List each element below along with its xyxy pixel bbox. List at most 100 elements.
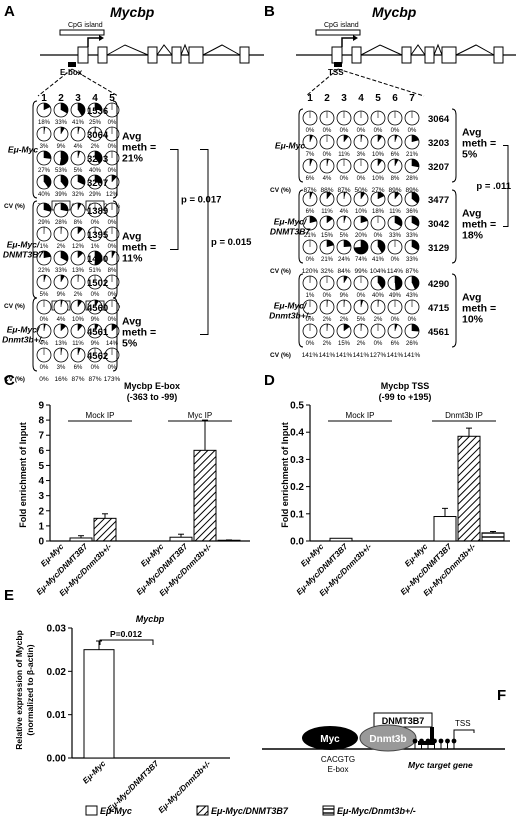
y-tick-label: 9 xyxy=(38,401,44,412)
avg-meth-label: Avg xyxy=(122,131,141,143)
cpg-percent: 6% xyxy=(306,176,315,182)
cpg-percent: 5% xyxy=(74,168,83,174)
cpg-pie xyxy=(87,226,103,242)
cpg-pie-fill xyxy=(44,103,51,110)
cpg-pie-fill xyxy=(61,347,63,355)
cpg-pie xyxy=(53,250,69,266)
cpg-percent: 3% xyxy=(57,365,66,371)
cv-label: CV (%) xyxy=(270,352,291,359)
cpg-column-number: 5 xyxy=(109,93,115,104)
mouse-id: 1536 xyxy=(87,106,108,117)
cpg-pie-fill xyxy=(61,275,65,282)
cv-value: 141% xyxy=(336,352,353,359)
cpg-percent: 53% xyxy=(55,168,68,174)
cpg-percent: 11% xyxy=(321,209,333,215)
cpg-pie xyxy=(387,158,403,174)
cpg-pie xyxy=(53,126,69,142)
cpg-pie xyxy=(387,275,403,291)
cpg-percent: 6% xyxy=(306,209,315,215)
group-bracket-left xyxy=(32,200,38,299)
cpg-percent: 0% xyxy=(91,365,100,371)
cpg-percent: 2% xyxy=(323,317,332,323)
bar xyxy=(481,532,505,542)
cv-value: 141% xyxy=(387,352,404,359)
cpg-pie xyxy=(404,110,420,126)
mouse-id: 1395 xyxy=(87,230,109,241)
cpg-pie xyxy=(370,299,386,315)
cpg-pie xyxy=(36,323,52,339)
cpg-percent: 3% xyxy=(357,152,366,158)
cpg-pie-fill xyxy=(112,251,116,258)
cpg-pie-fill xyxy=(412,276,419,290)
panel-b-letter: B xyxy=(264,3,275,20)
panel-d: D Mycbp TSS (-99 to +195) Fold enrichmen… xyxy=(264,372,510,598)
group-label: Dnmt3b IP xyxy=(445,411,483,420)
cv-value: 114% xyxy=(387,268,403,275)
cpg-percent: 32% xyxy=(72,192,85,198)
y-tick-label: 0.03 xyxy=(47,624,67,635)
cpg-pie-fill xyxy=(61,300,63,307)
cpg-pie xyxy=(53,150,69,166)
cpg-percent: 39% xyxy=(55,192,68,198)
cpg-pie-fill xyxy=(112,324,118,331)
avg-meth-label: 11% xyxy=(122,253,143,265)
panel-d-ylabel: Fold enrichment of Input xyxy=(280,422,290,528)
y-tick-label: 0.0 xyxy=(290,537,304,548)
cv-value: 99% xyxy=(354,268,367,275)
cpg-percent: 18% xyxy=(372,209,385,215)
avg-meth-label: Avg xyxy=(122,231,141,243)
cpg-percent: 5% xyxy=(40,292,49,298)
chart-e: 0.000.010.020.03Eμ-MycEμ-Myc/DNMT3B7Eμ-M… xyxy=(47,624,230,815)
cpg-pie-fill xyxy=(327,159,329,166)
y-tick-label: 5 xyxy=(38,461,44,472)
bar xyxy=(329,537,353,542)
cpg-pie xyxy=(70,226,86,242)
cpg-island-bar-b xyxy=(315,29,361,36)
cpg-percent: 0% xyxy=(306,128,315,134)
methylation-grid-b: 1 2 3 4 5 6 7 0% 0% 0% 0% 0% 0% 0% 3064 7% 0% 11% 3% 10% 6% 2… xyxy=(269,93,512,359)
cpg-pie xyxy=(370,275,386,291)
cpg-percent: 21% xyxy=(321,257,334,263)
cpg-percent: 6% xyxy=(74,365,83,371)
bar xyxy=(69,537,93,542)
cpg-pie xyxy=(336,299,352,315)
y-tick-label: 0.5 xyxy=(290,401,304,412)
cpg-percent: 0% xyxy=(323,293,332,299)
group-label: Mock IP xyxy=(346,411,375,420)
cpg-percent: 0% xyxy=(108,120,117,126)
y-tick-label: 0 xyxy=(38,537,44,548)
myc-label: Myc xyxy=(320,734,340,745)
cpg-column-number: 2 xyxy=(324,93,330,104)
cpg-percent: 2% xyxy=(57,244,66,250)
avg-meth-label: 10% xyxy=(462,314,484,326)
cpg-pie xyxy=(53,347,69,363)
cv-value: 141% xyxy=(404,352,421,359)
cpg-percent: 40% xyxy=(89,168,102,174)
y-tick-label: 0.01 xyxy=(47,710,67,721)
bar xyxy=(169,536,193,542)
cpg-pie xyxy=(353,215,369,231)
panel-e: E Mycbp Relative expression of Mycbp (no… xyxy=(4,587,230,815)
cpg-pie xyxy=(370,215,386,231)
group-bracket-right xyxy=(112,297,118,372)
cpg-percent: 22% xyxy=(38,268,51,274)
group-label: Eμ-Myc/ xyxy=(7,325,41,335)
cpg-pie xyxy=(387,239,403,255)
avg-meth-label: meth = xyxy=(122,242,156,254)
cpg-pie-fill xyxy=(95,151,102,164)
cpg-pie xyxy=(104,202,120,218)
cpg-percent: 0% xyxy=(323,152,332,158)
cpg-pie xyxy=(36,202,52,218)
cpg-percent: 0% xyxy=(40,317,49,323)
cv-label: CV (%) xyxy=(270,187,291,194)
cpg-percent: 0% xyxy=(306,257,315,263)
cpg-pie-fill xyxy=(78,175,85,185)
cpg-pie-fill xyxy=(78,348,81,355)
cv-value: 141% xyxy=(302,352,319,359)
cpg-pie-fill xyxy=(378,192,385,199)
cpg-percent: 21% xyxy=(304,233,317,239)
cpg-pie-fill xyxy=(310,159,313,166)
cpg-percent: 4% xyxy=(74,144,83,150)
cpg-percent: 29% xyxy=(89,192,102,198)
